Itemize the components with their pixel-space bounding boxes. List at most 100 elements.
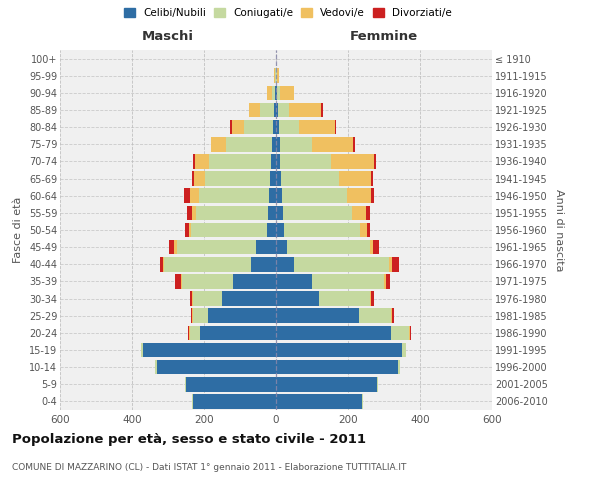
Bar xyxy=(280,154,331,168)
Bar xyxy=(222,292,276,306)
Bar xyxy=(177,240,256,254)
Bar xyxy=(230,120,232,134)
Bar xyxy=(391,326,409,340)
Bar xyxy=(276,377,377,392)
Bar xyxy=(283,206,352,220)
Bar xyxy=(157,360,276,374)
Bar xyxy=(276,394,362,408)
Bar xyxy=(193,154,195,168)
Bar xyxy=(359,222,367,238)
Bar xyxy=(371,172,373,186)
Bar xyxy=(277,86,280,100)
Y-axis label: Anni di nascita: Anni di nascita xyxy=(554,188,565,271)
Text: Popolazione per età, sesso e stato civile - 2011: Popolazione per età, sesso e stato civil… xyxy=(12,432,366,446)
Bar xyxy=(392,257,399,272)
Bar xyxy=(276,154,280,168)
Bar xyxy=(274,102,276,118)
Bar xyxy=(188,222,191,238)
Bar xyxy=(193,394,276,408)
Bar xyxy=(370,240,373,254)
Bar xyxy=(276,137,280,152)
Bar xyxy=(195,154,209,168)
Text: Maschi: Maschi xyxy=(142,30,194,43)
Bar xyxy=(367,222,370,238)
Bar xyxy=(276,188,283,203)
Bar xyxy=(275,86,276,100)
Bar xyxy=(251,257,276,272)
Bar xyxy=(366,206,370,220)
Bar xyxy=(209,154,271,168)
Bar xyxy=(186,377,276,392)
Bar xyxy=(272,137,276,152)
Bar xyxy=(276,206,283,220)
Bar xyxy=(232,120,244,134)
Bar xyxy=(191,222,267,238)
Bar xyxy=(184,188,190,203)
Bar xyxy=(352,206,366,220)
Y-axis label: Fasce di età: Fasce di età xyxy=(13,197,23,263)
Bar xyxy=(391,308,392,323)
Bar xyxy=(192,292,193,306)
Bar xyxy=(398,360,400,374)
Bar xyxy=(353,137,355,152)
Bar xyxy=(192,172,194,186)
Bar xyxy=(193,292,222,306)
Bar xyxy=(371,188,374,203)
Bar xyxy=(169,240,174,254)
Text: COMUNE DI MAZZARINO (CL) - Dati ISTAT 1° gennaio 2011 - Elaborazione TUTTITALIA.: COMUNE DI MAZZARINO (CL) - Dati ISTAT 1°… xyxy=(12,462,406,471)
Bar xyxy=(249,102,260,118)
Bar xyxy=(374,154,376,168)
Bar xyxy=(274,68,275,83)
Bar xyxy=(164,257,251,272)
Bar xyxy=(272,86,275,100)
Bar xyxy=(373,240,379,254)
Bar xyxy=(392,308,394,323)
Bar xyxy=(277,68,279,83)
Bar xyxy=(226,137,272,152)
Bar xyxy=(190,188,199,203)
Bar xyxy=(141,342,143,357)
Bar xyxy=(278,102,289,118)
Bar xyxy=(289,102,321,118)
Bar xyxy=(347,188,371,203)
Bar xyxy=(196,206,268,220)
Bar xyxy=(260,102,274,118)
Bar xyxy=(276,172,281,186)
Bar xyxy=(276,360,398,374)
Bar xyxy=(256,240,276,254)
Bar xyxy=(331,154,374,168)
Bar xyxy=(269,172,276,186)
Bar xyxy=(389,257,392,272)
Bar xyxy=(276,240,287,254)
Bar xyxy=(339,172,371,186)
Bar xyxy=(276,102,278,118)
Bar xyxy=(175,274,181,288)
Bar xyxy=(283,188,347,203)
Bar xyxy=(193,206,196,220)
Bar xyxy=(193,308,208,323)
Bar xyxy=(335,120,337,134)
Bar xyxy=(188,326,189,340)
Bar xyxy=(190,326,200,340)
Bar xyxy=(299,120,335,134)
Bar xyxy=(276,308,359,323)
Bar xyxy=(281,172,339,186)
Bar xyxy=(194,172,205,186)
Bar xyxy=(271,154,276,168)
Bar xyxy=(205,172,269,186)
Bar xyxy=(280,137,312,152)
Bar xyxy=(312,274,384,288)
Bar xyxy=(276,257,294,272)
Bar xyxy=(211,137,226,152)
Bar xyxy=(199,188,269,203)
Bar xyxy=(185,222,188,238)
Bar xyxy=(321,102,323,118)
Bar xyxy=(402,342,406,357)
Bar xyxy=(200,326,276,340)
Bar xyxy=(143,342,276,357)
Bar xyxy=(276,120,279,134)
Bar xyxy=(276,326,391,340)
Bar xyxy=(174,240,177,254)
Bar xyxy=(279,120,299,134)
Bar xyxy=(284,222,359,238)
